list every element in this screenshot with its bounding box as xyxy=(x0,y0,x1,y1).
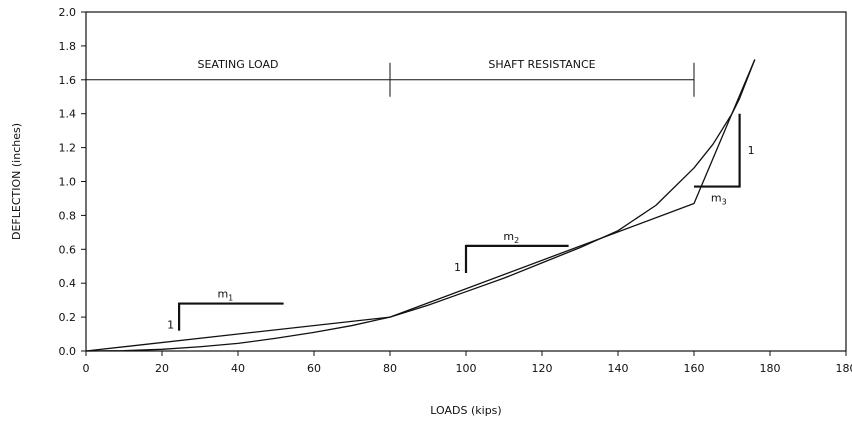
x-tick-label: 160 xyxy=(684,362,705,375)
y-tick-label: 2.0 xyxy=(59,6,77,19)
slope-label-subscript: 3 xyxy=(722,198,727,207)
slope-label-subscript: 2 xyxy=(514,236,519,245)
y-axis-title: DEFLECTION (inches) xyxy=(10,123,23,240)
x-tick-label: 60 xyxy=(307,362,321,375)
y-tick-label: 1.2 xyxy=(59,142,77,155)
region-label: SHAFT RESISTANCE xyxy=(488,58,595,71)
y-tick-label: 1.4 xyxy=(59,108,77,121)
y-tick-label: 0.0 xyxy=(59,345,77,358)
x-tick-label: 180 xyxy=(760,362,781,375)
series-line-2 xyxy=(85,59,756,352)
x-tick-label: 140 xyxy=(608,362,629,375)
x-tick-label: 0 xyxy=(83,362,90,375)
slope-one-label: 1 xyxy=(748,144,755,157)
slope-label-subscript: 1 xyxy=(228,294,233,303)
regions: SEATING LOAD SHAFT RESISTANCE xyxy=(86,58,695,97)
slope-label: m2 xyxy=(503,230,519,245)
slope-label: m3 xyxy=(711,192,727,207)
y-tick-label: 0.6 xyxy=(59,243,77,256)
y-tick-label: 0.2 xyxy=(59,311,77,324)
series-line-1 xyxy=(85,59,756,352)
y-tick-label: 1.8 xyxy=(59,40,77,53)
x-tick-label: 40 xyxy=(231,362,245,375)
x-tick-label: 180 xyxy=(836,362,852,375)
x-tick-label: 80 xyxy=(383,362,397,375)
x-axis-title: LOADS (kips) xyxy=(430,404,501,417)
x-tick-label: 20 xyxy=(155,362,169,375)
x-tick-label: 120 xyxy=(532,362,553,375)
x-tick-label: 100 xyxy=(456,362,477,375)
y-tick-label: 0.8 xyxy=(59,209,77,222)
slope-one-label: 1 xyxy=(167,319,174,332)
region-label: SEATING LOAD xyxy=(197,58,278,71)
slope-one-label: 1 xyxy=(454,261,461,274)
y-tick-label: 1.6 xyxy=(59,74,77,87)
y-tick-label: 0.4 xyxy=(59,277,77,290)
series-group xyxy=(85,59,756,352)
ticks: 0 20 40 60 80 100 120 140 160 180 180 0.0 0.2 0.4 0.6 0… xyxy=(59,6,852,375)
y-tick-label: 1.0 xyxy=(59,176,77,189)
slope-label: m1 xyxy=(217,288,233,303)
